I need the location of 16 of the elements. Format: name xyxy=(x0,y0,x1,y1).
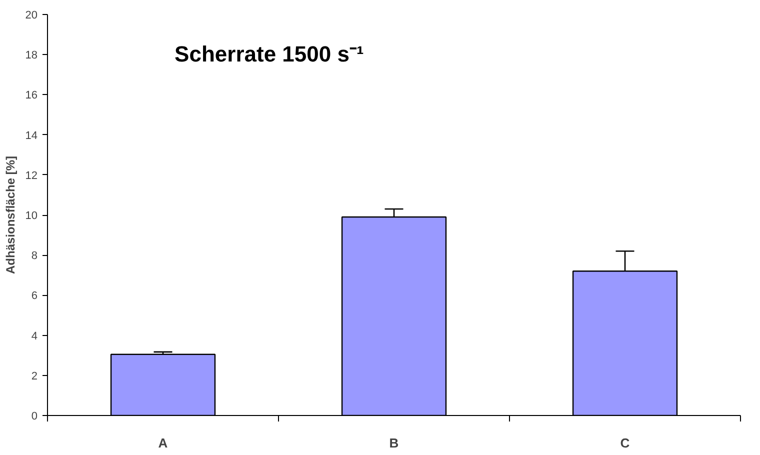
y-tick-label: 10 xyxy=(25,210,38,222)
x-tick-label: A xyxy=(158,436,168,450)
y-tick-label: 6 xyxy=(31,290,38,302)
y-tick-label: 16 xyxy=(25,90,38,102)
text: Scherrate 1500 s⁻¹ xyxy=(174,42,364,67)
y-tick-label: 4 xyxy=(31,330,38,342)
y-tick-label: 8 xyxy=(31,250,38,262)
x-tick-label: B xyxy=(389,436,399,450)
y-tick-label: 12 xyxy=(25,170,38,182)
y-tick-label: 14 xyxy=(25,130,38,142)
x-tick-label: C xyxy=(620,436,630,450)
y-tick-label: 20 xyxy=(25,10,38,22)
y-axis-title: Adhäsionsfläche [%] xyxy=(3,156,18,274)
y-tick-label: 2 xyxy=(31,370,38,382)
y-tick-label: 18 xyxy=(25,50,38,62)
y-tick-label: 0 xyxy=(31,410,38,422)
